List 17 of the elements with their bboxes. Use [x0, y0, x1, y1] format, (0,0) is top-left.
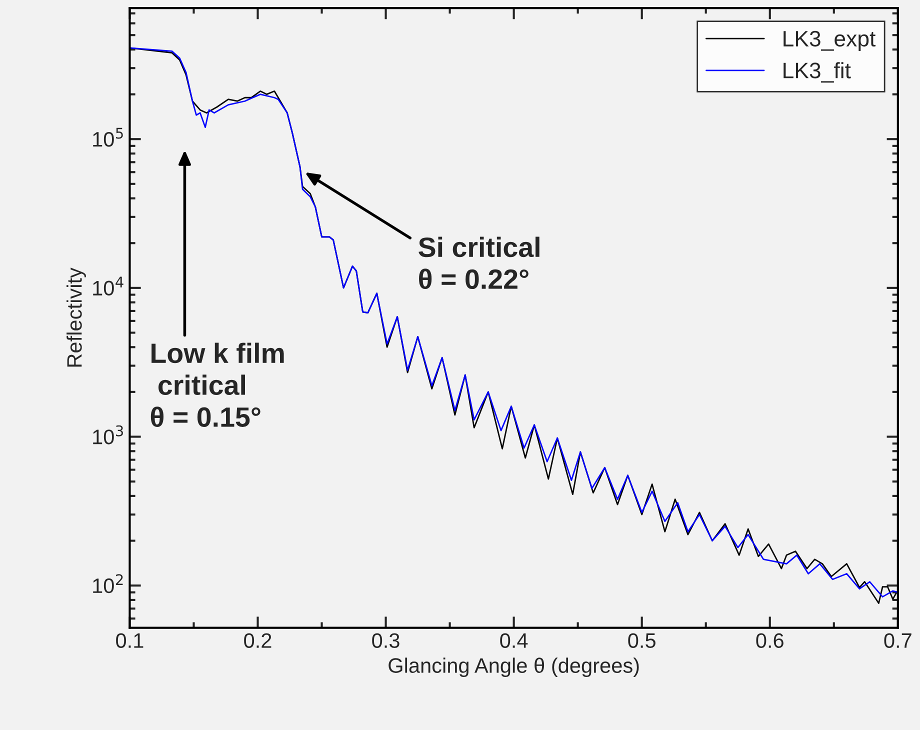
x-tick-label: 0.2 [244, 633, 272, 648]
x-tick-label: 0.4 [500, 633, 528, 648]
x-tick-label: 0.5 [628, 633, 656, 648]
y-axis-title: Reflectivity [66, 268, 86, 367]
y-tick-label: 10$^{5}$ [93, 128, 123, 147]
x-tick-label: 0.7 [884, 633, 912, 648]
x-tick-label: 0.1 [116, 633, 144, 648]
legend-label: LK3_expt [784, 30, 876, 51]
x-tick-label: 0.6 [756, 633, 784, 648]
y-tick-label: 10$^{4}$ [93, 276, 124, 296]
annotation: Si critical θ = 0.22° [418, 236, 540, 290]
y-tick-label: 10$^{3}$ [93, 425, 124, 444]
x-tick-label: 0.3 [372, 633, 400, 648]
legend-label: LK3_fit [784, 62, 851, 83]
x-axis-title: Glancing Angle θ (degrees) [388, 658, 639, 678]
annotation: Low k film critical θ = 0.15° [150, 342, 284, 427]
y-tick-label: 10$^{2}$ [93, 574, 123, 594]
